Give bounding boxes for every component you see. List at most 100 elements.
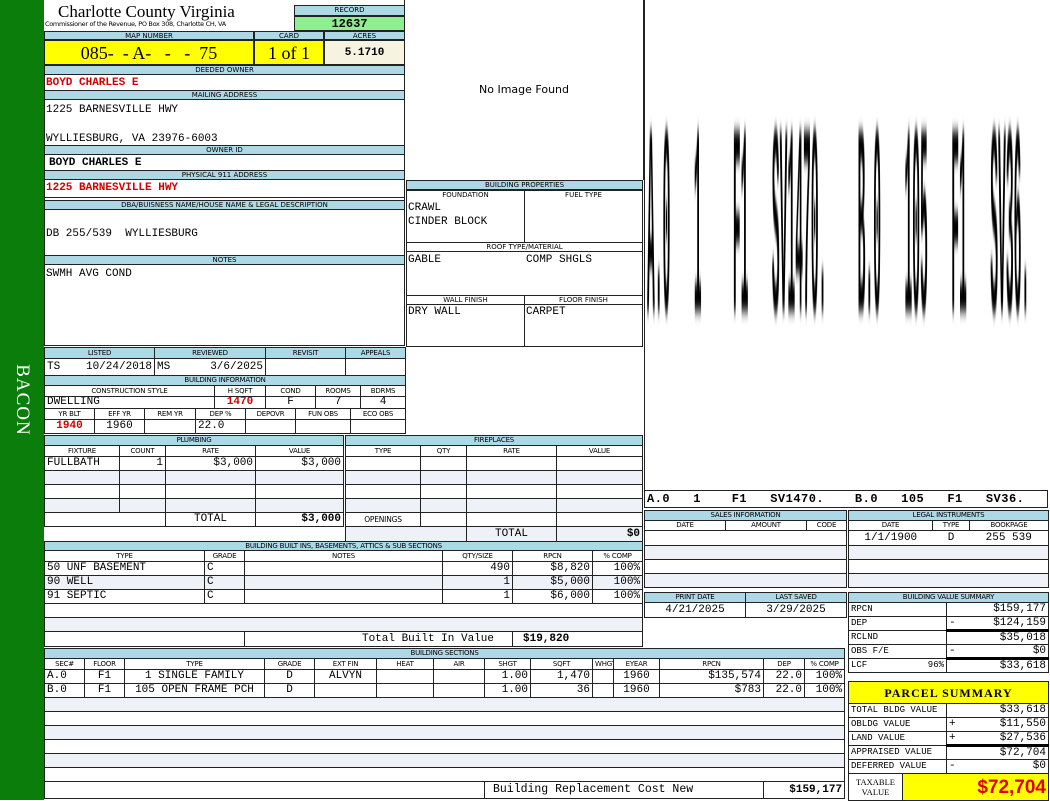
roof-material-value: COMP SHGLS: [526, 254, 593, 266]
parcel-value: $72,704: [946, 745, 1049, 760]
fireplaces-total-label: TOTAL: [466, 526, 557, 542]
heat: [376, 669, 434, 684]
table-row: [43, 603, 644, 618]
table-row: [643, 559, 848, 574]
col-header: TYPE: [345, 445, 421, 457]
foundation-value-1: CRAWL: [408, 202, 442, 214]
building-age-table: YR BLT EFF YR REM YR DEP % DEPOVR FUN OBS ECO …: [44, 408, 406, 434]
type: 91 SEPTIC: [44, 589, 205, 604]
reviewed-label: REVIEWED: [154, 347, 266, 359]
col-header: DEP: [763, 658, 805, 670]
parcel-label: TOTAL BLDG VALUE: [848, 703, 947, 718]
air: [433, 669, 485, 684]
wall-finish-value: DRY WALL: [408, 306, 461, 318]
sketch-area[interactable]: A.0 1 F1 SV1470. B.0 105 F1 SV36.: [644, 0, 1050, 508]
col-header: RATE: [165, 445, 256, 457]
listed-by: TS: [47, 360, 61, 373]
parcel-label: OBLDG VALUE: [848, 717, 947, 732]
floor-finish-value: CARPET: [526, 306, 566, 318]
legal-description-label: DBA/BUISNESS NAME/HOUSE NAME & LEGAL DES…: [44, 200, 405, 210]
district-sidebar: BACON: [0, 0, 44, 800]
parcel-label: DEFERRED VALUE: [848, 759, 947, 774]
foundation-value-2: CINDER BLOCK: [408, 216, 488, 228]
sec: A.0: [44, 669, 85, 684]
type: 105 OPEN FRAME PCH: [124, 683, 265, 698]
col-header: QTY/SIZE: [442, 550, 513, 562]
col-header: BOOKPAGE: [969, 520, 1049, 531]
table-row: [43, 697, 846, 712]
col-header: GRADE: [204, 550, 245, 562]
acres-value: 5.1710: [324, 40, 405, 65]
county-title: Charlotte County Virginia: [58, 2, 235, 21]
col-header: GRADE: [264, 658, 315, 670]
dep: 22.0: [763, 683, 805, 698]
building-info-table: BUILDING INFORMATION CONSTRUCTION STYLE H…: [43, 375, 407, 409]
grade: D: [264, 683, 315, 698]
dep: 22.0: [763, 669, 805, 684]
plumbing-title: PLUMBING: [44, 435, 344, 446]
sqft: 1,470: [530, 669, 593, 684]
physical-address-value: 1225 BARNESVILLE HWY: [46, 182, 179, 194]
qty: 1: [442, 575, 513, 590]
rate: $3,000: [165, 456, 256, 471]
summary-value: $35,018: [945, 630, 1050, 645]
col-header: DATE: [644, 520, 726, 531]
summary-value: $159,177: [945, 602, 1050, 617]
notes: [244, 589, 443, 604]
col-header: AIR: [433, 658, 485, 670]
floor: F1: [84, 669, 125, 684]
roof-label: ROOF TYPE/MATERIAL: [406, 242, 643, 252]
pct-comp: 100%: [591, 575, 644, 590]
heated-sqft: 1470: [214, 396, 266, 409]
notes-value: SWMH AVG COND: [46, 268, 132, 280]
col-header: TYPE: [44, 550, 205, 562]
listed-value: TS 10/24/2018: [44, 358, 155, 376]
building-sections-table: BUILDING SECTIONS SEC# FLOOR TYPE GRADE EXT …: [43, 648, 846, 799]
whgt: [592, 669, 614, 684]
parcel-row: DEFERRED VALUE - $0: [848, 759, 1049, 774]
value-summary-table: BUILDING VALUE SUMMARY RPCN $159,177 DEP -…: [847, 592, 1050, 673]
minus-sign: -: [949, 760, 956, 772]
replacement-cost-label: Building Replacement Cost New: [484, 781, 764, 799]
eyear: 1960: [613, 683, 660, 698]
table-row: [643, 530, 848, 546]
col-header: QTY: [420, 445, 467, 457]
table-row: [44, 470, 344, 485]
col-header: DEP %: [195, 408, 246, 420]
table-row: [848, 559, 1049, 574]
pct-comp: 100%: [591, 561, 644, 576]
value-summary-title: BUILDING VALUE SUMMARY: [847, 592, 1050, 603]
taxable-label-line2: VALUE: [861, 787, 890, 797]
floor-finish-label: FLOOR FINISH: [524, 295, 643, 347]
parcel-row: LAND VALUE + $27,536: [848, 731, 1049, 747]
wall-finish-label: WALL FINISH: [406, 295, 525, 347]
parcel-value: $27,536: [999, 731, 1046, 744]
roof-type-value: GABLE: [408, 254, 442, 266]
col-header: VALUE: [255, 445, 344, 457]
table-row: [43, 767, 846, 782]
col-header: H SQFT: [214, 385, 266, 397]
table-row: [43, 617, 644, 632]
qty: 490: [442, 561, 513, 576]
table-row: 91 SEPTIC C 1 $6,000 100%: [44, 589, 644, 604]
lcf-pct: 96%: [927, 660, 944, 670]
col-header: VALUE: [555, 445, 644, 457]
dep-override: [245, 419, 296, 434]
fixture: FULLBATH: [44, 456, 120, 471]
print-date-label: PRINT DATE: [644, 592, 746, 603]
reviewed-date: 3/6/2025: [210, 360, 263, 373]
functional-obs: [295, 419, 351, 434]
table-row: 1/1/1900 D 255 539: [848, 530, 1049, 546]
type: D: [932, 530, 970, 546]
col-header: DATE: [848, 520, 933, 531]
col-header: ECO OBS: [350, 408, 406, 420]
map-number-label: MAP NUMBER: [44, 31, 254, 40]
type: 90 WELL: [44, 575, 205, 590]
rooms: 7: [315, 396, 361, 409]
col-header: CODE: [805, 520, 848, 531]
parcel-value: $33,618: [946, 703, 1049, 718]
table-row: 90 WELL C 1 $5,000 100%: [44, 575, 644, 590]
fireplaces-total-value: $0: [555, 526, 644, 542]
table-row: [848, 573, 1049, 588]
rpcn: $783: [659, 683, 764, 698]
